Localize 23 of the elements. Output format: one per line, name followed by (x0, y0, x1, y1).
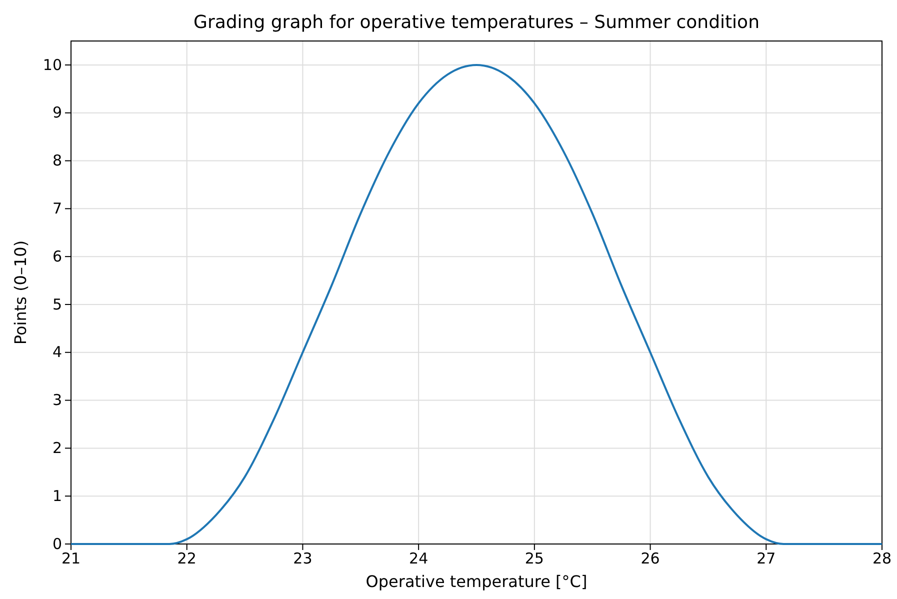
y-tick-label: 2 (52, 438, 62, 457)
y-tick-label: 0 (52, 534, 62, 553)
y-tick-label: 10 (42, 56, 62, 74)
x-tick-label: 25 (524, 550, 544, 568)
x-tick-label: 26 (640, 550, 660, 568)
y-axis-title: Points (0–10) (11, 240, 30, 345)
x-tick-label: 21 (61, 550, 81, 568)
x-tick-label: 24 (409, 550, 428, 568)
x-tick-label: 27 (756, 550, 776, 568)
y-tick-label: 1 (52, 486, 62, 505)
x-tick-label: 23 (293, 550, 312, 568)
chart-title: Grading graph for operative temperatures – Summer condition (194, 12, 760, 33)
y-tick-label: 8 (52, 152, 62, 170)
y-tick-label: 6 (52, 247, 62, 266)
line-series (70, 64, 883, 545)
x-axis-title: Operative temperature [°C] (366, 572, 588, 591)
y-tick-label: 4 (52, 343, 62, 362)
x-tick-label: 22 (177, 550, 196, 568)
y-tick-label: 3 (52, 391, 62, 410)
y-tick-label: 9 (52, 104, 62, 122)
x-tick-label: 28 (872, 550, 892, 568)
y-tick-label: 7 (52, 199, 62, 218)
y-tick-label: 5 (52, 295, 62, 314)
